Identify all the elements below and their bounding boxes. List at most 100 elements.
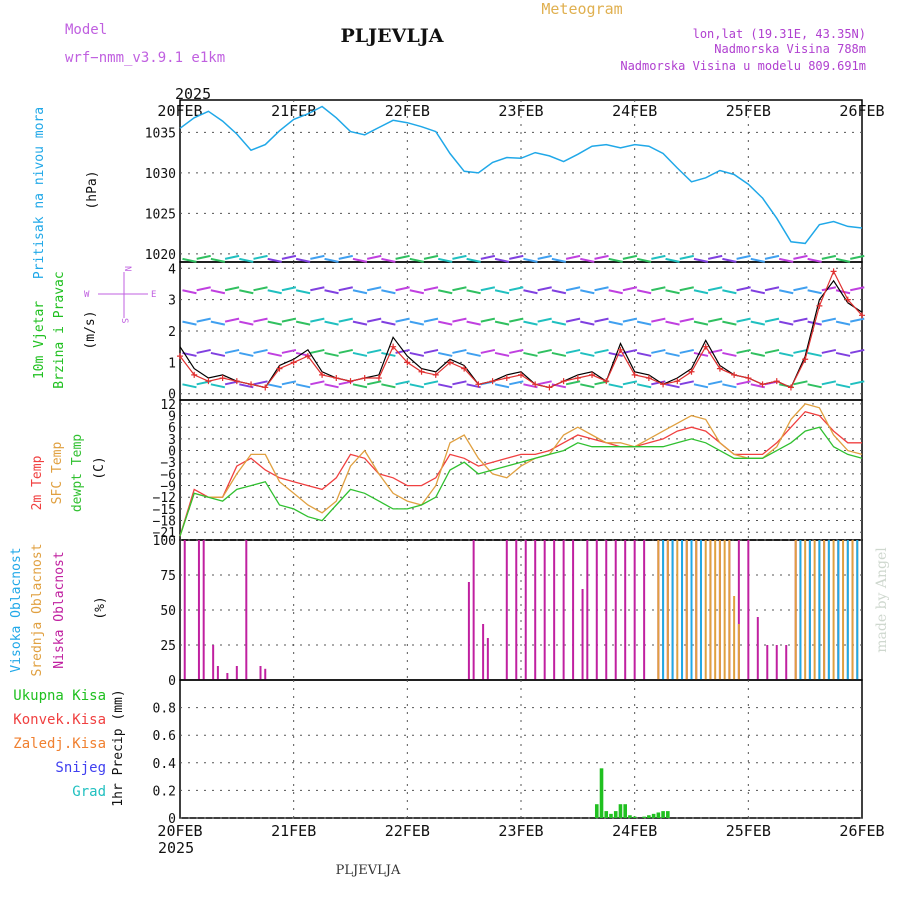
wind-barb [324, 383, 339, 389]
time-label-bottom: 26FEB [839, 822, 884, 840]
wind-barb [551, 289, 567, 295]
wind-barb [466, 257, 481, 263]
panel-frame [179, 399, 863, 541]
time-label-bottom: 24FEB [612, 822, 657, 840]
year-bottom: 2025 [158, 839, 194, 857]
wind-gust-marker [219, 375, 226, 382]
wind-barb [253, 254, 268, 260]
y-tick-label: 1 [168, 356, 176, 371]
wind-barb [224, 254, 240, 260]
wind-barb [850, 286, 865, 292]
wind-gust-marker [404, 359, 411, 366]
wind-barb [651, 317, 666, 323]
wind-barb [239, 320, 254, 326]
precip-ylabel: 1hr Precip (mm) [111, 689, 126, 806]
wind-barb [267, 257, 282, 263]
wind-gust-marker [589, 371, 596, 378]
wind-barb [338, 286, 353, 292]
y-tick-label: 2 [168, 325, 176, 340]
wind-barb [281, 380, 297, 386]
wind-gust-marker [418, 368, 425, 375]
temp-line [179, 410, 862, 537]
wind-gust-marker [802, 356, 809, 363]
time-label-bottom: 25FEB [726, 822, 771, 840]
wind-barb [736, 317, 751, 323]
y-tick-label: 4 [168, 262, 176, 277]
wind-barb [622, 286, 638, 292]
wind-gust-line [179, 269, 863, 389]
wind-barb [452, 348, 467, 354]
compass-w: W [84, 290, 90, 300]
wind-barb [224, 286, 240, 292]
wind-barb [807, 257, 822, 263]
cloud-unit: (%) [93, 596, 108, 619]
legend-entry: Zaledj.Kisa [13, 736, 106, 752]
y-tick-label: 0.8 [153, 702, 176, 717]
top-time-axis: 20FEB 21FEB 22FEB 23FEB 24FEB 25FEB 26FEB [157, 102, 884, 120]
wind-barb [366, 286, 382, 292]
wind-barb [182, 320, 197, 326]
y-tick-label: −21 [153, 526, 176, 541]
wind-barb [622, 380, 638, 386]
wind-barb [395, 317, 410, 323]
wind-unit: (m/s) [83, 310, 98, 349]
precip-bar [623, 804, 627, 818]
wind-barb [352, 351, 368, 357]
wind-barb [438, 257, 453, 263]
wind-barb [310, 286, 325, 292]
precip-bar [661, 811, 665, 818]
precip-legend: Ukupna Kisa Konvek.Kisa Zaledj.Kisa Snijeg G… [13, 688, 106, 800]
y-tick-label: 50 [160, 604, 176, 619]
wind-barb [239, 351, 254, 357]
wind-barb [324, 351, 339, 357]
time-label-bottom: 21FEB [271, 822, 316, 840]
wind-barb [693, 257, 709, 263]
wind-barb [381, 257, 396, 263]
wind-gust-marker [475, 381, 482, 388]
wind-barb [381, 289, 396, 295]
wind-barb [224, 317, 240, 323]
wind-barb [338, 317, 353, 323]
wind-gust-marker [546, 384, 553, 391]
wind-barb [438, 289, 453, 295]
wind-barb [182, 289, 197, 295]
wind-barb [807, 383, 822, 389]
wind-barb [537, 348, 552, 354]
time-label-bottom: 23FEB [498, 822, 543, 840]
wind-barb [409, 289, 425, 295]
precip-bar [594, 804, 599, 818]
wind-gust-marker [333, 375, 340, 382]
wind-barb [636, 383, 652, 389]
bottom-time-axis: 20FEB 21FEB 22FEB 23FEB 24FEB 25FEB 26FEB [157, 822, 884, 840]
wind-barb [210, 289, 226, 295]
wind-barb [665, 351, 680, 357]
legend-entry: Snijeg [55, 760, 106, 776]
wind-barb [722, 383, 737, 389]
temp-ylabel-1: 2m Temp [30, 455, 45, 510]
wind-gust-marker [489, 378, 496, 385]
precip-bar [599, 768, 604, 818]
wind-barb [580, 383, 595, 389]
precip-panel: 0 0.2 0.4 0.6 0.8 [153, 679, 863, 827]
wind-barb [636, 320, 652, 326]
wind-barb [594, 317, 609, 323]
wind-barb [821, 254, 837, 260]
wind-barb [850, 317, 865, 323]
wind-barb [295, 289, 311, 295]
y-tick-label: 0 [168, 812, 176, 827]
temp-unit: (C) [92, 456, 107, 479]
legend-entry: Ukupna Kisa [13, 688, 106, 704]
y-tick-label: −18 [153, 515, 176, 530]
wind-barb [210, 257, 226, 263]
wind-barb [267, 320, 282, 326]
wind-barb [253, 317, 268, 323]
wind-barb [835, 289, 851, 295]
wind-gust-marker [631, 371, 638, 378]
wind-barb [295, 257, 311, 263]
wind-barb [281, 348, 297, 354]
wind-barb [267, 383, 282, 389]
wind-barb [494, 289, 510, 295]
wind-barb [381, 320, 396, 326]
wind-barb [608, 351, 623, 357]
